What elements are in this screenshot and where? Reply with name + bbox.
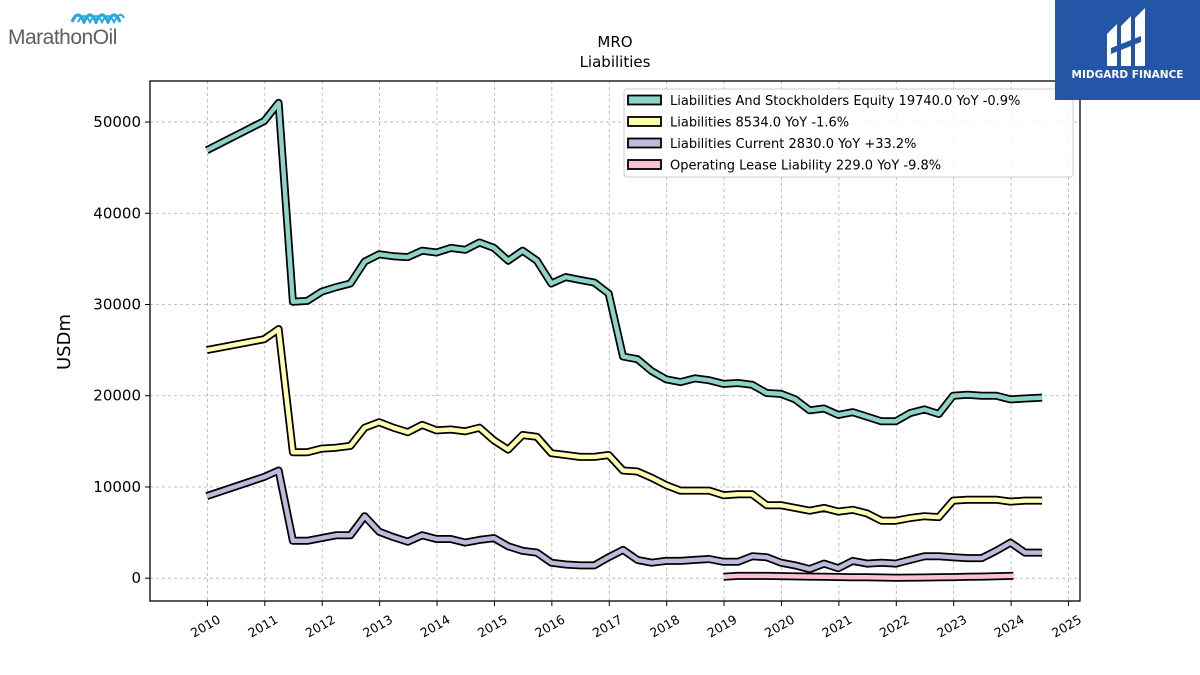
x-tick-label: 2015 bbox=[475, 612, 510, 641]
series-1 bbox=[206, 325, 1043, 525]
series-3 bbox=[723, 571, 1015, 582]
legend-swatch bbox=[627, 116, 662, 127]
legend-entry: Liabilities 8534.0 YoY -1.6% bbox=[670, 116, 849, 131]
chart-title: MRO bbox=[597, 33, 632, 51]
series-line bbox=[723, 573, 1014, 580]
x-tick-label: 2024 bbox=[992, 612, 1027, 641]
series-line bbox=[205, 100, 1043, 424]
x-tick-label: 2017 bbox=[590, 612, 625, 641]
series-line bbox=[206, 326, 1043, 523]
x-tick-label: 2010 bbox=[188, 612, 223, 641]
x-tick-label: 2011 bbox=[245, 612, 280, 641]
x-tick-label: 2014 bbox=[417, 612, 452, 641]
x-tick-label: 2013 bbox=[360, 612, 395, 641]
marathon-oil-wordmark: MarathonOil bbox=[8, 26, 117, 49]
y-tick-label: 40000 bbox=[93, 204, 141, 222]
chart-legend: Liabilities And Stockholders Equity 1974… bbox=[623, 88, 1074, 178]
x-tick-label: 2025 bbox=[1049, 612, 1084, 641]
legend-swatch bbox=[627, 137, 662, 149]
series-line bbox=[206, 468, 1043, 572]
y-tick-label: 30000 bbox=[93, 296, 141, 314]
x-tick-label: 2022 bbox=[877, 612, 912, 641]
series-0 bbox=[204, 98, 1043, 426]
x-tick-label: 2016 bbox=[532, 612, 567, 641]
legend-swatch bbox=[627, 159, 662, 170]
legend-entry: Liabilities Current 2830.0 YoY +33.2% bbox=[670, 137, 917, 152]
midgard-finance-logo: MIDGARD FINANCE bbox=[1055, 0, 1200, 100]
x-tick-label: 2018 bbox=[647, 612, 682, 641]
legend-swatch bbox=[627, 94, 662, 106]
x-tick-label: 2012 bbox=[303, 612, 338, 641]
x-axis-ticks: 2010 2011 2012 2013 2014 2015 2016 2017 2018 2019… bbox=[188, 601, 1084, 641]
y-tick-label: 50000 bbox=[93, 113, 141, 131]
plot-frame bbox=[149, 80, 1081, 602]
legend-entry: Liabilities And Stockholders Equity 1974… bbox=[670, 94, 1020, 109]
legend-box bbox=[623, 88, 1074, 178]
y-axis-label: USDm bbox=[54, 314, 75, 370]
marathon-oil-logo: MarathonOil bbox=[8, 6, 158, 50]
y-tick-label: 20000 bbox=[93, 387, 141, 405]
midgard-mark-icon bbox=[1107, 8, 1145, 66]
wave-logo-icon bbox=[70, 13, 125, 24]
midgard-finance-wordmark: MIDGARD FINANCE bbox=[1071, 69, 1184, 81]
y-tick-label: 0 bbox=[131, 569, 141, 587]
x-tick-label: 2019 bbox=[705, 612, 740, 641]
y-tick-label: 10000 bbox=[93, 478, 141, 496]
x-tick-label: 2020 bbox=[762, 612, 797, 641]
legend-entry: Operating Lease Liability 229.0 YoY -9.8… bbox=[670, 159, 941, 174]
y-axis-ticks: 0 10000 20000 30000 40000 50000 bbox=[93, 113, 150, 587]
series-lines bbox=[204, 98, 1043, 582]
x-tick-label: 2023 bbox=[934, 612, 969, 641]
chart-subtitle: Liabilities bbox=[580, 53, 651, 71]
x-tick-label: 2021 bbox=[819, 612, 854, 641]
series-2 bbox=[205, 466, 1043, 574]
